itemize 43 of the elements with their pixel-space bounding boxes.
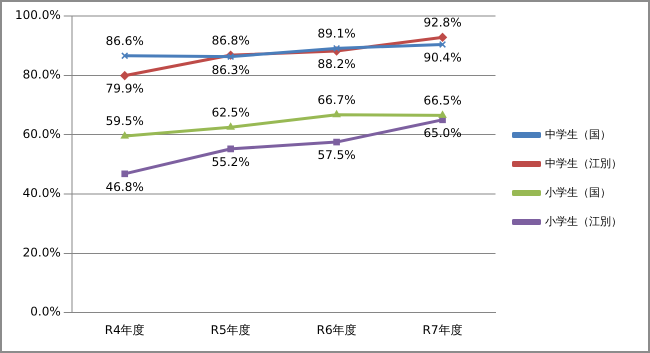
data-label: 86.3% <box>212 62 250 77</box>
point <box>438 110 446 118</box>
point <box>226 122 235 130</box>
point <box>121 170 128 178</box>
x-tick-label: R4年度 <box>104 322 145 337</box>
point <box>227 53 234 60</box>
y-tick-label: 60.0% <box>22 126 61 141</box>
point <box>332 110 341 118</box>
point <box>333 44 340 52</box>
point <box>227 146 234 152</box>
point <box>121 52 128 60</box>
data-label: 55.2% <box>212 155 250 169</box>
data-label: 57.5% <box>318 148 356 162</box>
data-label: 86.6% <box>106 34 144 48</box>
data-label: 62.5% <box>212 105 250 120</box>
legend-label: 中学生（国） <box>545 128 611 141</box>
y-tick-label: 0.0% <box>30 304 61 319</box>
point <box>120 71 130 80</box>
data-label: 46.8% <box>106 180 144 194</box>
data-label: 86.8% <box>212 33 250 48</box>
data-label: 88.2% <box>318 57 356 72</box>
y-tick-label: 80.0% <box>22 67 61 82</box>
x-tick-label: R7年度 <box>422 322 463 337</box>
data-label: 92.8% <box>423 15 462 30</box>
data-label: 66.7% <box>318 92 356 107</box>
point <box>438 40 446 48</box>
data-label: 89.1% <box>318 26 356 40</box>
data-label: 90.4% <box>423 50 462 65</box>
point <box>120 132 129 139</box>
y-tick-label: 40.0% <box>22 186 61 200</box>
y-tick-label: 100.0% <box>14 8 61 22</box>
legend-label: 中学生（江別） <box>545 156 622 170</box>
point <box>333 138 340 146</box>
point <box>438 32 448 42</box>
data-label: 59.5% <box>106 114 144 128</box>
legend-label: 小学生（国） <box>545 186 611 199</box>
x-tick-label: R6年度 <box>316 322 357 337</box>
x-tick-label: R5年度 <box>210 322 251 337</box>
legend-label: 小学生（江別） <box>545 214 622 228</box>
data-label: 66.5% <box>423 93 462 108</box>
data-label: 79.9% <box>106 82 144 96</box>
data-label: 65.0% <box>423 126 462 140</box>
y-tick-label: 20.0% <box>22 245 61 260</box>
